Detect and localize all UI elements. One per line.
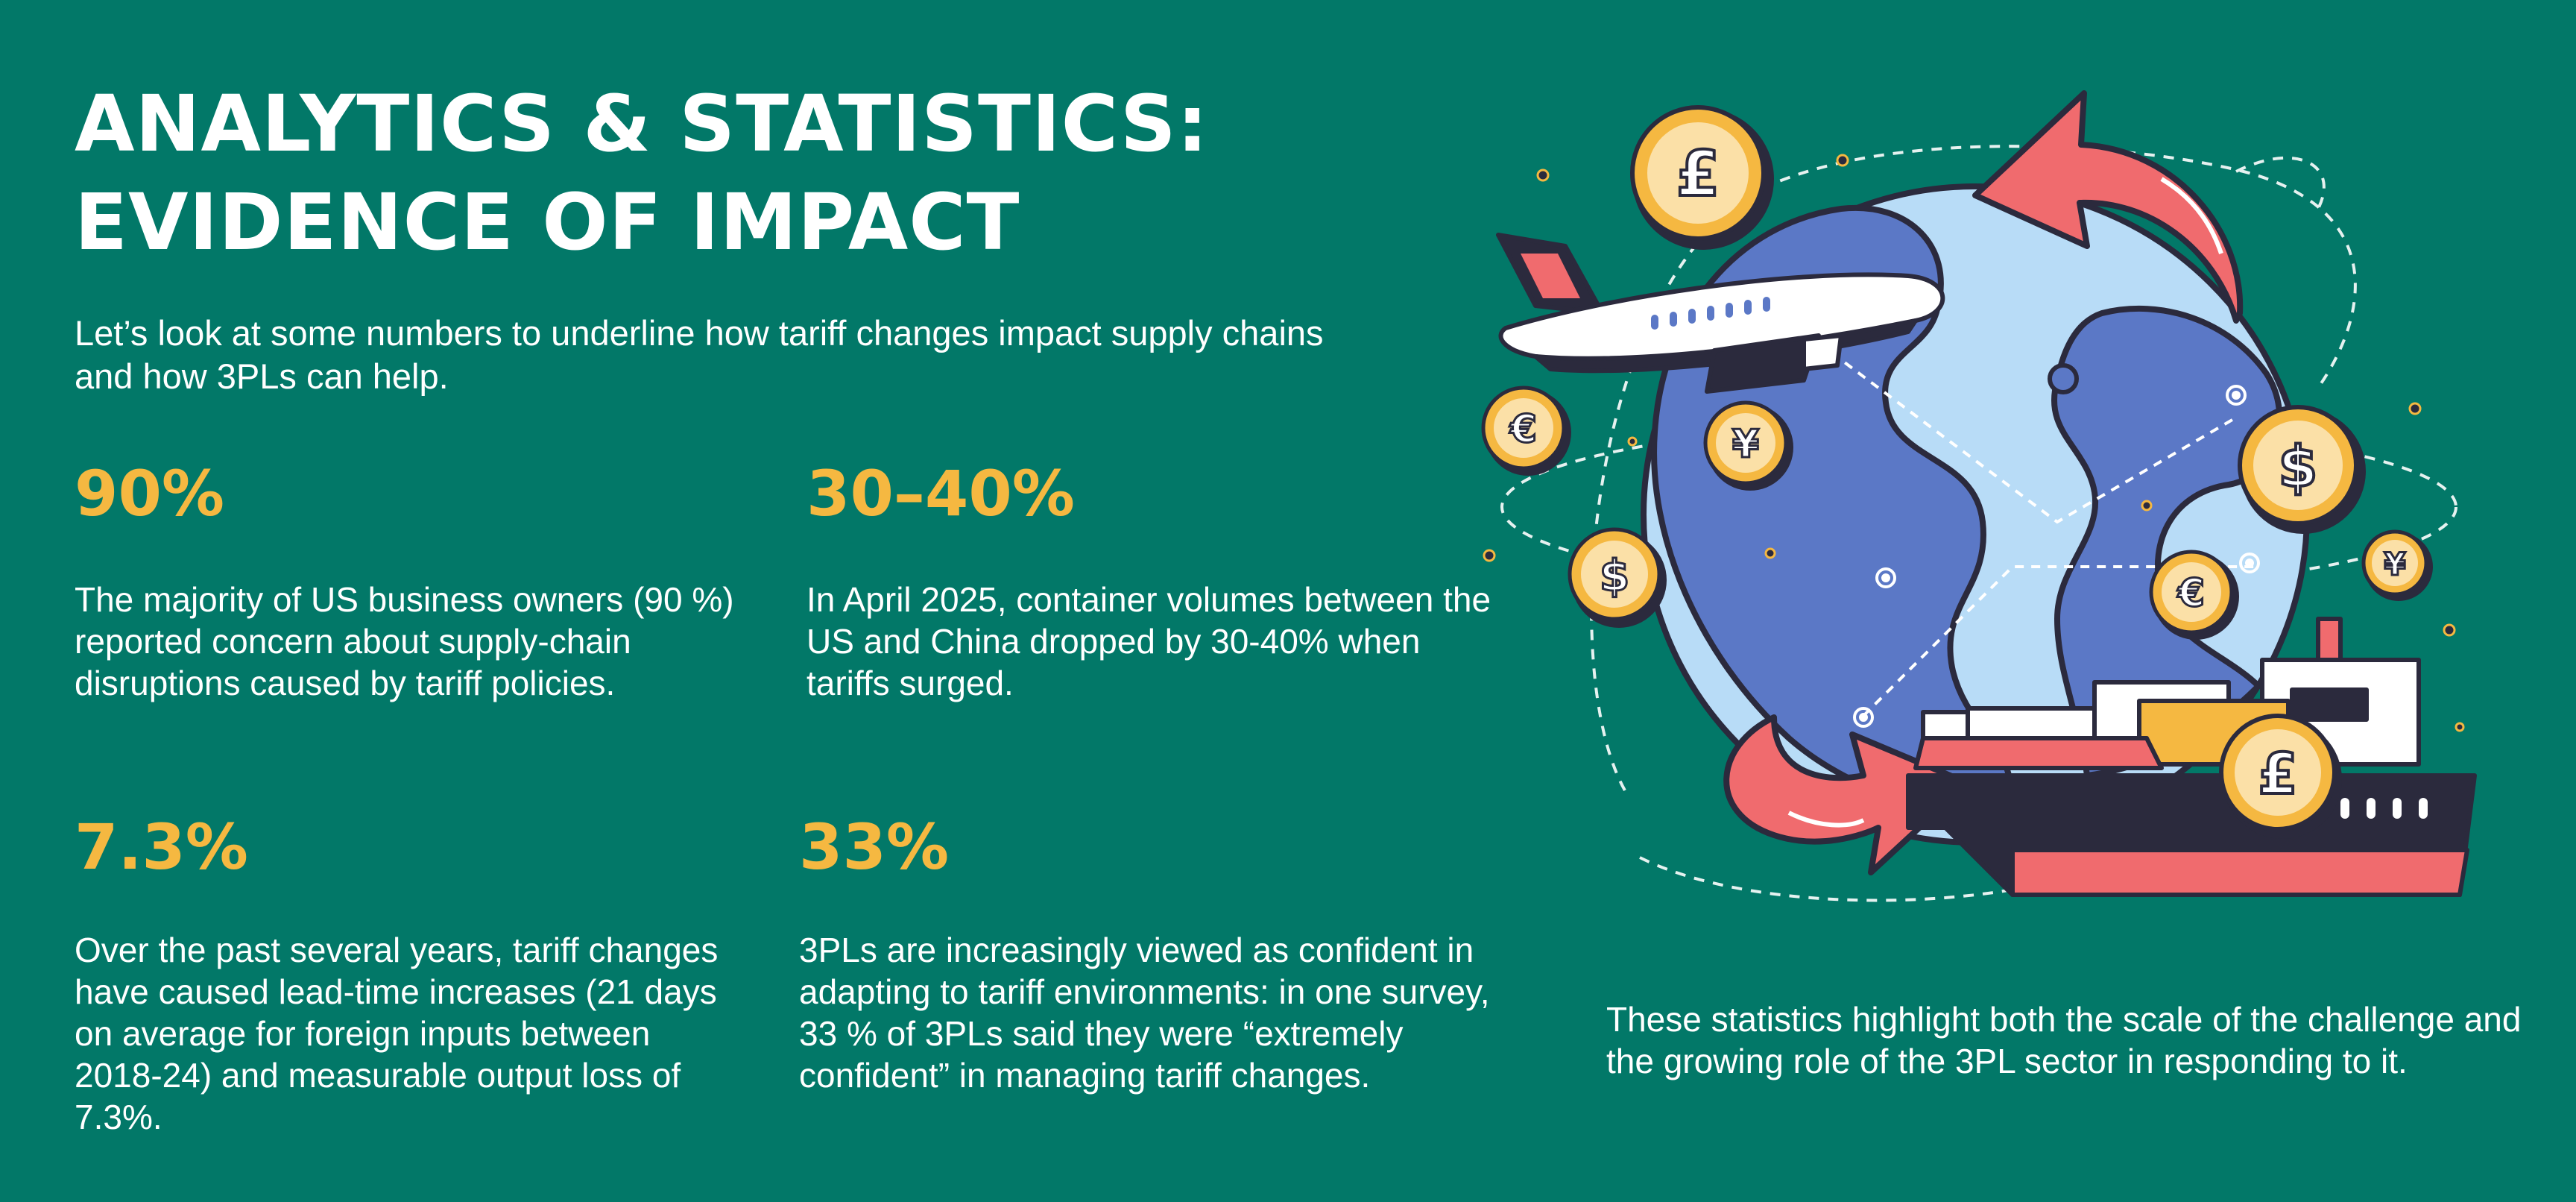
closing-text: These statistics highlight both the scal… <box>1606 1000 2522 1080</box>
stat-block-33: 33% 3PLs are increasingly viewed as conf… <box>799 810 1515 1096</box>
intro-text: Let’s look at some numbers to underline … <box>75 313 1324 396</box>
stat-description: 3PLs are increasingly viewed as confiden… <box>799 931 1490 1095</box>
stat-description: The majority of US business owners (90 %… <box>75 580 734 702</box>
title-line-1: ANALYTICS & STATISTICS: <box>75 78 1209 169</box>
pound-coin-icon: £ <box>1630 105 1774 250</box>
yen-coin-small-icon: ¥ <box>2361 529 2433 601</box>
coin-symbol: € <box>2177 571 2205 616</box>
title-line-2: EVIDENCE OF IMPACT <box>75 177 1020 268</box>
stat-block-7-3: 7.3% Over the past several years, tariff… <box>75 810 745 1138</box>
stat-description: Over the past several years, tariff chan… <box>75 931 719 1136</box>
dollar-coin-large-icon: $ <box>2238 405 2366 534</box>
stat-value: 33% <box>799 811 950 884</box>
trade-illustration: £ € ¥ $ $ € ¥ £ <box>1481 90 2477 902</box>
dollar-coin-icon: $ <box>1568 527 1667 628</box>
stat-block-30-40: 30–40% In April 2025, container volumes … <box>806 456 1507 704</box>
coin-symbol: ¥ <box>2384 546 2405 582</box>
stat-value: 30–40% <box>806 457 1075 530</box>
coin-symbol: £ <box>1676 137 1720 210</box>
cycle-arrows-icon <box>1723 90 2244 875</box>
coin-symbol: £ <box>2258 740 2298 807</box>
stat-value: 90% <box>75 457 225 530</box>
coin-symbol: ¥ <box>1732 422 1759 467</box>
currency-coins: £ € ¥ $ $ € ¥ £ <box>1481 105 2433 839</box>
euro-coin-small-icon: € <box>2149 550 2239 640</box>
euro-coin-icon: € <box>1481 386 1571 476</box>
page-title: ANALYTICS & STATISTICS: EVIDENCE OF IMPA… <box>75 75 1267 271</box>
airplane-icon <box>1496 233 1945 394</box>
stat-block-90: 90% The majority of US business owners (… <box>75 456 745 704</box>
yen-coin-icon: ¥ <box>1703 400 1793 491</box>
coin-symbol: € <box>1509 407 1537 452</box>
coin-symbol: $ <box>2279 433 2318 500</box>
stat-value: 7.3% <box>75 811 248 884</box>
coin-symbol: $ <box>1600 550 1629 601</box>
decorative-dots <box>1483 154 2465 732</box>
stat-description: In April 2025, container volumes between… <box>806 580 1491 702</box>
pound-coin-large-icon: £ <box>2219 714 2342 839</box>
